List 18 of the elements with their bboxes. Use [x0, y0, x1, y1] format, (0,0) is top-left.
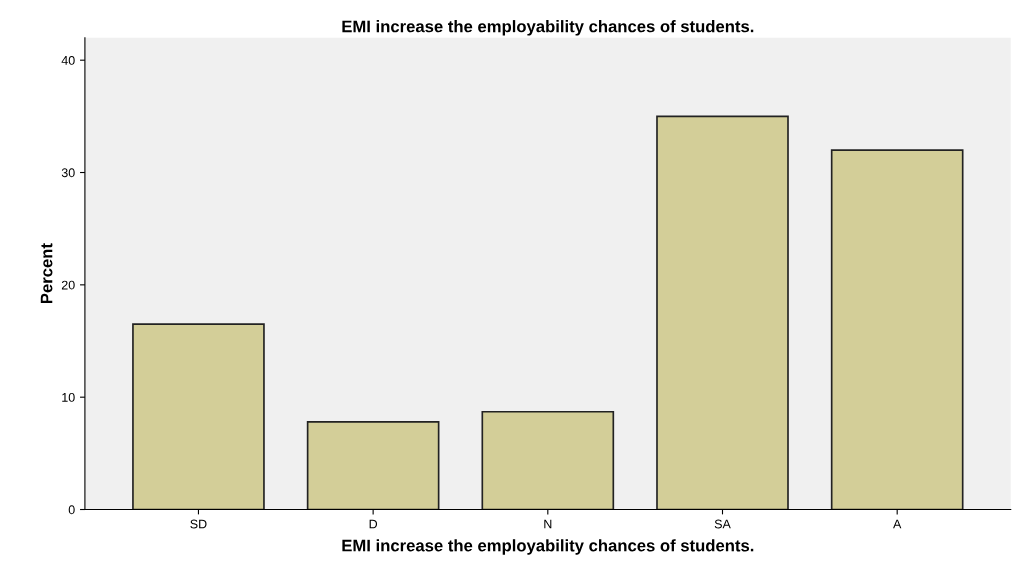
- bar: [481, 410, 615, 510]
- bar: [132, 323, 265, 510]
- bar: [656, 115, 789, 510]
- bar: [306, 421, 440, 510]
- x-tick-label: SD: [190, 519, 207, 529]
- y-tick-label: 30: [61, 168, 75, 178]
- x-tick-label: N: [544, 519, 552, 529]
- x-tick-label: A: [893, 519, 902, 529]
- x-axis-title: EMI increase the employability chances of students.: [342, 539, 754, 555]
- x-tick-label: D: [369, 519, 378, 529]
- x-tick-label: SA: [714, 519, 731, 529]
- y-tick-label: 20: [61, 280, 75, 290]
- chart-title: EMI increase the employability chances of students.: [342, 20, 754, 36]
- y-tick-label: 0: [68, 505, 75, 515]
- y-tick-label: 10: [62, 392, 75, 402]
- y-axis-title: Percent: [40, 243, 53, 304]
- bar: [830, 149, 964, 510]
- y-tick-label: 40: [61, 55, 75, 65]
